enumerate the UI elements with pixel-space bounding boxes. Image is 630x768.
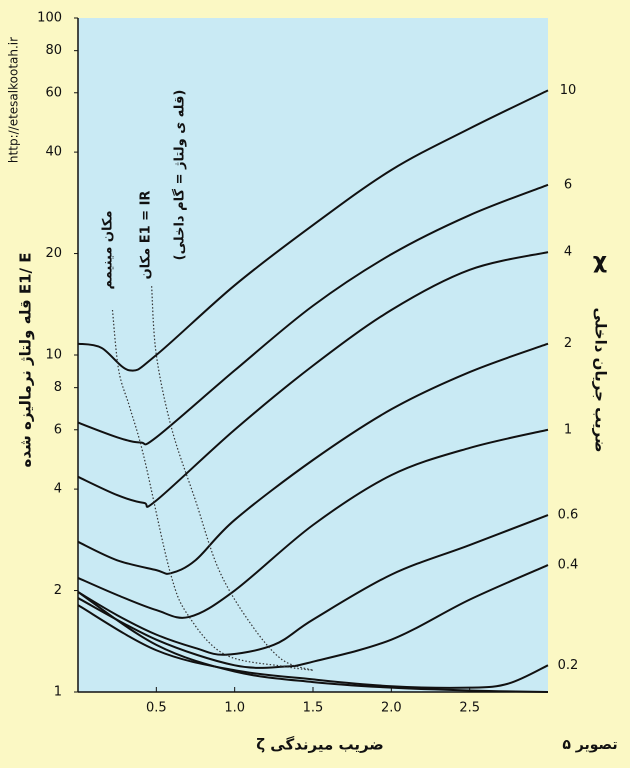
y-tick-label: 60 xyxy=(45,85,62,100)
series-label: 0.2 xyxy=(558,658,579,673)
source-url: http://etesalkootah.ir xyxy=(7,37,21,163)
x-tick-label: 2.0 xyxy=(381,701,402,716)
series-label: 6 xyxy=(564,177,572,192)
annotation: مكان مينيمم xyxy=(101,211,116,290)
series-line xyxy=(77,251,549,508)
series-label: 1 xyxy=(564,422,572,437)
y2-symbol: χ xyxy=(593,249,607,274)
figure-label: تصوير ۵ xyxy=(562,737,617,753)
series-label: 0.4 xyxy=(558,558,579,573)
series-label: 2 xyxy=(564,336,572,351)
series-line xyxy=(77,604,549,689)
y-tick-label: 80 xyxy=(45,43,62,58)
x-tick-label: 0.5 xyxy=(146,701,167,716)
series-label: 4 xyxy=(564,245,572,260)
y-tick-label: 100 xyxy=(37,11,62,26)
y-tick-label: 8 xyxy=(54,380,62,395)
y-tick-label: 10 xyxy=(45,348,62,363)
y-tick-label: 6 xyxy=(54,422,62,437)
y-tick-label: 4 xyxy=(54,482,62,497)
series-label: 0.6 xyxy=(558,508,579,523)
x-tick-label: 2.5 xyxy=(459,701,480,716)
y-tick-label: 40 xyxy=(45,145,62,160)
series-line xyxy=(77,428,549,619)
series-label: 10 xyxy=(560,83,577,98)
series-line xyxy=(77,564,549,669)
x-tick-label: 1.5 xyxy=(303,701,324,716)
annotation: مكان E1 = IR xyxy=(139,191,154,280)
series-line xyxy=(77,89,549,372)
series-line xyxy=(77,514,549,656)
annotation: (قله ی ولتاژ = گام داخلی) xyxy=(172,90,188,261)
series-line xyxy=(77,342,549,575)
y-tick-label: 20 xyxy=(45,246,62,261)
series-line xyxy=(77,183,549,446)
x-tick-label: 1.0 xyxy=(224,701,245,716)
y-tick-label: 1 xyxy=(54,685,62,700)
series-line xyxy=(151,286,314,671)
plot-area xyxy=(78,18,548,692)
y-tick-label: 2 xyxy=(54,583,62,598)
series-line xyxy=(77,591,549,693)
y-axis-title: قله ولتاژ نرماليزه شده E1/ E xyxy=(17,252,35,467)
x-axis-title: ζ ضريب ميرندگی xyxy=(256,736,384,754)
y2-axis-title: ضريب جريان داخلی xyxy=(592,308,610,453)
